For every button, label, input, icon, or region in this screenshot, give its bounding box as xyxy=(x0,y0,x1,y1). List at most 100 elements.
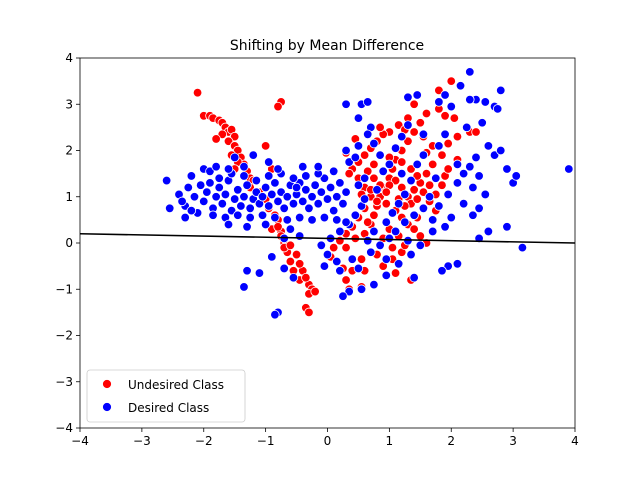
desired-point xyxy=(415,240,426,251)
desired-point xyxy=(161,175,172,186)
desired-point xyxy=(264,201,274,211)
desired-point xyxy=(307,215,317,225)
undesired-point xyxy=(301,272,311,283)
desired-point xyxy=(344,286,354,297)
desired-point xyxy=(316,187,327,197)
undesired-point xyxy=(452,131,463,142)
desired-point xyxy=(248,150,258,160)
desired-point xyxy=(418,150,429,160)
desired-point xyxy=(483,141,494,151)
desired-point xyxy=(233,210,243,220)
desired-point xyxy=(307,192,317,202)
undesired-point xyxy=(415,231,426,241)
desired-point xyxy=(458,198,469,209)
desired-point xyxy=(384,233,395,244)
desired-point xyxy=(319,212,330,223)
undesired-point xyxy=(359,150,370,160)
desired-point xyxy=(332,192,342,202)
desired-point xyxy=(294,212,305,223)
desired-point xyxy=(335,266,345,276)
desired-point xyxy=(233,185,243,195)
x-tick-label: −3 xyxy=(133,434,151,448)
desired-point xyxy=(353,113,364,123)
undesired-point xyxy=(412,194,422,204)
desired-point xyxy=(378,166,388,177)
undesired-point xyxy=(397,157,407,167)
desired-point xyxy=(474,203,484,214)
desired-point xyxy=(239,282,249,292)
chart-title: Shifting by Mean Difference xyxy=(230,38,424,54)
desired-point xyxy=(412,159,422,170)
desired-point xyxy=(434,97,444,107)
desired-point xyxy=(270,212,280,223)
desired-point xyxy=(186,205,197,216)
desired-point xyxy=(474,171,484,181)
desired-point xyxy=(455,81,466,91)
desired-point xyxy=(202,187,212,197)
desired-point xyxy=(242,180,252,190)
desired-point xyxy=(363,129,373,140)
desired-point xyxy=(356,284,367,294)
desired-point xyxy=(400,189,410,200)
x-tick-label: −4 xyxy=(71,434,89,448)
desired-point xyxy=(298,161,308,172)
desired-point xyxy=(273,164,283,174)
desired-point xyxy=(319,261,330,271)
desired-point xyxy=(285,224,296,234)
desired-point xyxy=(338,198,348,209)
desired-point xyxy=(471,152,481,163)
desired-point xyxy=(273,196,283,207)
undesired-point xyxy=(446,76,456,86)
desired-point xyxy=(353,141,364,151)
desired-point xyxy=(214,182,224,193)
desired-point xyxy=(251,175,262,186)
desired-point xyxy=(443,189,453,200)
desired-point xyxy=(452,159,463,170)
desired-point xyxy=(220,189,231,200)
desired-point xyxy=(452,178,463,188)
desired-point xyxy=(267,252,277,262)
undesired-point xyxy=(409,224,419,234)
undesired-point xyxy=(310,286,320,297)
x-tick-label: 4 xyxy=(571,434,579,448)
desired-point xyxy=(353,180,364,190)
desired-point xyxy=(468,182,478,193)
desired-point xyxy=(279,263,289,274)
desired-point xyxy=(390,226,401,237)
decision-boundary-line xyxy=(79,232,576,244)
desired-point xyxy=(480,97,490,107)
desired-point xyxy=(381,254,391,264)
desired-point xyxy=(270,178,280,188)
legend: Undesired Class Desired Class xyxy=(86,369,246,423)
desired-point xyxy=(496,145,506,156)
desired-point xyxy=(177,196,187,207)
desired-point xyxy=(229,152,240,163)
undesired-point xyxy=(409,185,419,195)
undesired-point xyxy=(437,150,447,160)
undesired-point xyxy=(418,187,429,197)
desired-point xyxy=(492,104,503,114)
undesired-point xyxy=(192,87,203,98)
desired-point xyxy=(223,164,234,174)
undesired-point xyxy=(372,196,382,207)
desired-point xyxy=(282,215,292,225)
desired-point xyxy=(226,205,237,216)
desired-point xyxy=(245,212,255,223)
desired-point xyxy=(480,189,490,200)
desired-point xyxy=(397,131,407,142)
desired-point xyxy=(270,309,280,320)
desired-point xyxy=(412,90,422,100)
undesired-point xyxy=(223,136,234,146)
undesired-point xyxy=(369,173,379,183)
desired-point xyxy=(452,259,463,269)
desired-point xyxy=(489,150,500,160)
desired-point xyxy=(406,249,416,260)
undesired-point xyxy=(412,171,422,181)
desired-point xyxy=(341,187,351,197)
desired-point xyxy=(341,217,351,227)
undesired-point xyxy=(443,138,453,149)
legend-marker-desired xyxy=(102,402,112,412)
desired-point xyxy=(350,210,361,220)
desired-point xyxy=(301,171,311,181)
desired-point xyxy=(267,189,277,200)
